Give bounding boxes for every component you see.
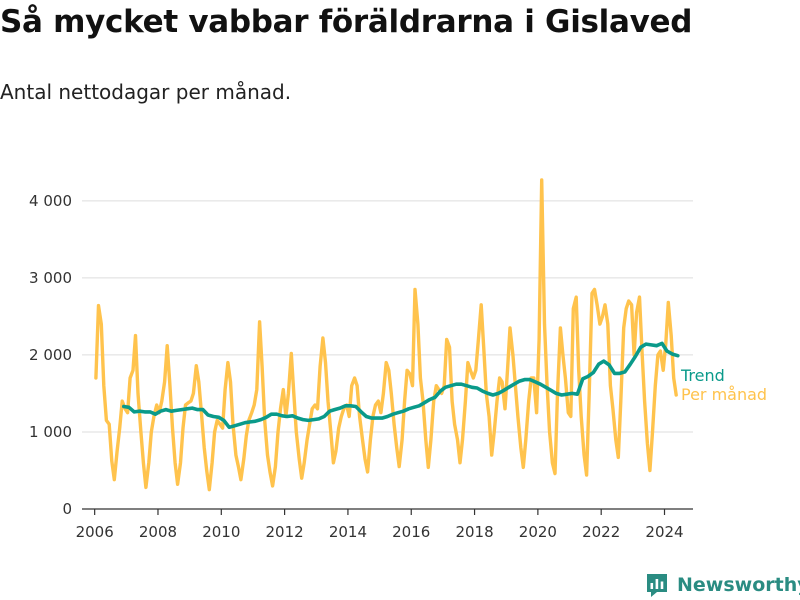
series-line-trend	[122, 341, 680, 430]
x-axis: 2006 2008 2010 2012 2014 2016 2018 2020 2022 2024	[76, 508, 693, 541]
x-tick-label: 2020	[519, 523, 557, 541]
legend-label-trend: Trend	[680, 366, 725, 385]
x-tick-label: 2018	[455, 523, 493, 541]
series-lines	[94, 178, 680, 492]
x-tick-label: 2016	[392, 523, 430, 541]
x-tick-label: 2014	[329, 523, 367, 541]
chart-subtitle: Antal nettodagar per månad.	[0, 80, 292, 104]
brand-name: Newsworthy	[677, 574, 800, 596]
x-tick-label: 2012	[266, 523, 304, 541]
y-tick-label: 4 000	[29, 192, 72, 210]
x-tick-label: 2010	[202, 523, 240, 541]
x-tick-label: 2006	[76, 523, 114, 541]
y-tick-label: 2 000	[29, 346, 72, 364]
y-tick-label: 1 000	[29, 423, 72, 441]
y-tick-label: 0	[62, 500, 72, 518]
brand-logo[interactable]: Newsworthy	[645, 570, 800, 600]
y-axis: 0 1 000 2 000 3 000 4 000	[29, 192, 72, 518]
bar-chart-logo-icon	[647, 574, 667, 597]
y-tick-label: 3 000	[29, 269, 72, 287]
series-line-per-manad	[94, 178, 678, 492]
x-tick-label: 2022	[582, 523, 620, 541]
chart-title: Så mycket vabbar föräldrarna i Gislaved	[0, 4, 693, 40]
legend-label-per-manad: Per månad	[681, 385, 767, 404]
x-tick-label: 2024	[645, 523, 683, 541]
x-tick-label: 2008	[139, 523, 177, 541]
